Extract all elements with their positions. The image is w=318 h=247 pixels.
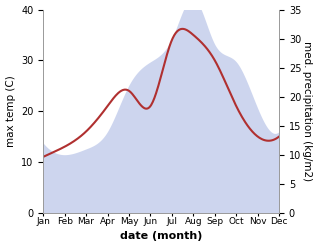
Y-axis label: med. precipitation (kg/m2): med. precipitation (kg/m2) <box>302 41 313 181</box>
Y-axis label: max temp (C): max temp (C) <box>5 75 16 147</box>
X-axis label: date (month): date (month) <box>120 231 202 242</box>
